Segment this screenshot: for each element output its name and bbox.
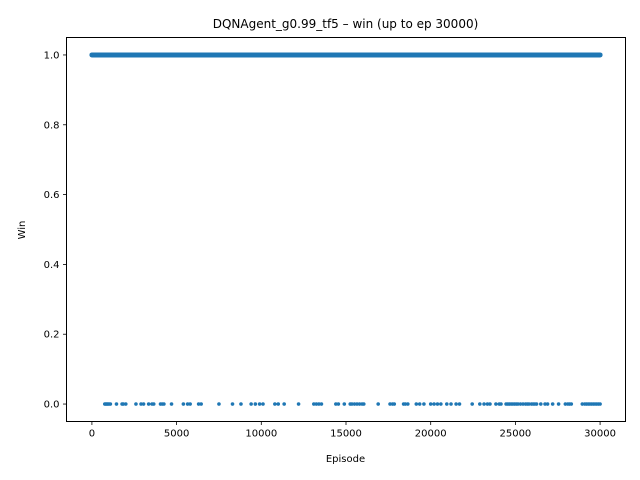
y-axis-label: Win [17, 221, 28, 240]
loss-point [141, 402, 146, 406]
loss-point [334, 402, 338, 406]
loss-point [230, 402, 235, 406]
loss-point [403, 402, 408, 406]
loss-point [123, 402, 128, 406]
loss-point [355, 402, 359, 406]
x-axis-label: Episode [326, 454, 365, 465]
loss-point [108, 402, 113, 406]
loss-point [273, 402, 277, 406]
x-axis: 0 5000 10000 15000 20000 25000 30000 [89, 421, 616, 440]
loss-point [388, 402, 392, 406]
loss-point [253, 402, 258, 406]
loss-point [499, 402, 503, 406]
loss-point [196, 402, 201, 406]
loss-point [485, 402, 490, 406]
loss-point [239, 402, 243, 406]
loss-point [392, 402, 397, 406]
x-tick-label: 25000 [499, 429, 531, 440]
loss-point [494, 402, 498, 406]
y-tick-label: 0.6 [44, 190, 60, 201]
x-tick-label: 20000 [415, 429, 447, 440]
loss-point [114, 402, 119, 406]
loss-point [457, 402, 462, 406]
loss-point [527, 402, 531, 406]
loss-point [261, 402, 265, 406]
loss-point [352, 402, 357, 406]
loss-point [482, 402, 486, 406]
loss-point [139, 402, 143, 406]
loss-point [580, 402, 585, 406]
loss-point [151, 402, 156, 406]
loss-point [357, 402, 362, 406]
loss-point [336, 402, 341, 406]
loss-point [516, 402, 520, 406]
loss-point [470, 402, 474, 406]
loss-point [312, 402, 316, 406]
loss-point [539, 402, 543, 406]
chart-title: DQNAgent_g0.99_tf5 – win (up to ep 30000… [213, 17, 479, 31]
y-tick-label: 0.2 [44, 330, 60, 341]
loss-point [282, 402, 286, 406]
loss-point [317, 402, 321, 406]
loss-point [556, 402, 561, 406]
loss-point [435, 402, 440, 406]
loss-point [217, 402, 221, 406]
loss-point [422, 402, 426, 406]
loss-point [534, 402, 539, 406]
loss-point [598, 402, 602, 406]
loss-point [417, 402, 422, 406]
loss-point [432, 402, 436, 406]
loss-point [454, 402, 458, 406]
loss-point [428, 402, 433, 406]
loss-point [376, 402, 380, 406]
loss-point [314, 402, 319, 406]
x-tick-label: 30000 [584, 429, 616, 440]
loss-point [276, 402, 281, 406]
data-points [89, 52, 603, 406]
loss-point [478, 402, 482, 406]
y-tick-label: 0.0 [44, 400, 60, 411]
loss-point [342, 402, 347, 406]
loss-point [199, 402, 203, 406]
loss-point [521, 402, 525, 406]
y-tick-label: 1.0 [44, 50, 60, 61]
loss-point [569, 402, 574, 406]
y-tick-label: 0.8 [44, 120, 60, 131]
loss-point [550, 402, 555, 406]
x-tick-label: 0 [89, 429, 95, 440]
loss-point [449, 402, 453, 406]
y-axis: 0.0 0.2 0.4 0.6 0.8 1.0 [44, 50, 67, 411]
loss-point [439, 402, 443, 406]
loss-point [488, 402, 492, 406]
loss-point [444, 402, 449, 406]
loss-point [121, 402, 126, 406]
loss-point [563, 402, 568, 406]
loss-point [169, 402, 174, 406]
loss-point [545, 402, 550, 406]
loss-point [249, 402, 253, 406]
x-tick-label: 10000 [245, 429, 277, 440]
loss-point [181, 402, 186, 406]
loss-point [162, 402, 166, 406]
y-tick-label: 0.4 [44, 260, 60, 271]
loss-point [518, 402, 523, 406]
loss-point [361, 402, 366, 406]
loss-point [185, 402, 190, 406]
loss-point [134, 402, 138, 406]
loss-point [319, 402, 324, 406]
loss-point [257, 402, 262, 406]
loss-point [146, 402, 151, 406]
loss-point [543, 402, 547, 406]
x-tick-label: 15000 [330, 429, 362, 440]
loss-point [414, 402, 419, 406]
loss-point [296, 402, 301, 406]
x-tick-label: 5000 [164, 429, 189, 440]
loss-point [406, 402, 410, 406]
loss-point [350, 402, 354, 406]
loss-point [188, 402, 192, 406]
